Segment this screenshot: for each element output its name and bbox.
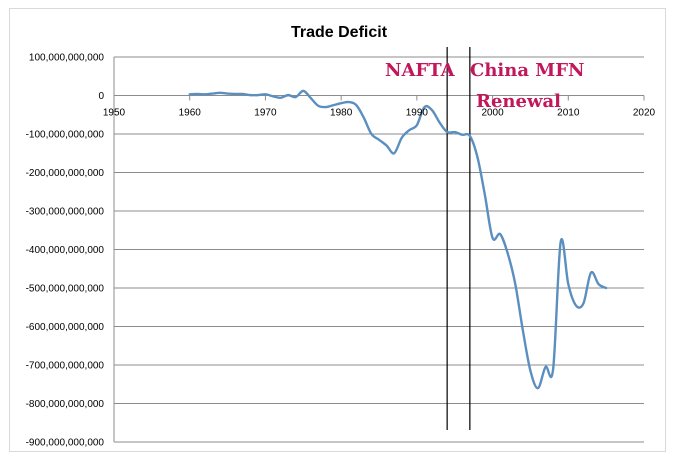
- data-point-0-32: [431, 109, 433, 111]
- y-tick-label-9: -800,000,000,000: [26, 399, 105, 410]
- data-point-0-41: [499, 233, 501, 235]
- data-point-0-34: [446, 131, 448, 133]
- data-point-0-19: [332, 104, 334, 106]
- y-tick-label-2: -100,000,000,000: [26, 130, 105, 141]
- data-point-0-13: [287, 94, 289, 96]
- data-point-0-54: [597, 283, 599, 285]
- data-point-0-30: [416, 124, 418, 126]
- data-point-0-10: [264, 93, 266, 95]
- chart-title: Trade Deficit: [291, 24, 388, 41]
- data-point-0-28: [401, 137, 403, 139]
- data-point-0-12: [279, 97, 281, 99]
- data-point-0-38: [476, 156, 478, 158]
- data-point-0-47: [544, 366, 546, 368]
- y-tick-label-0: 100,000,000,000: [29, 53, 105, 64]
- data-point-0-21: [348, 101, 350, 103]
- series-line-0: [188, 89, 608, 390]
- data-point-0-52: [582, 302, 584, 304]
- y-tick-label-6: -500,000,000,000: [26, 284, 105, 295]
- data-point-0-53: [590, 271, 592, 273]
- data-point-0-50: [567, 283, 569, 285]
- data-point-0-29: [408, 129, 410, 131]
- data-point-0-27: [393, 152, 395, 154]
- x-tick-label-7: 2020: [633, 108, 656, 119]
- data-point-0-4: [219, 92, 221, 94]
- data-point-0-51: [575, 304, 577, 306]
- data-point-0-22: [355, 104, 357, 106]
- data-point-0-49: [560, 241, 562, 243]
- data-point-0-11: [272, 95, 274, 97]
- data-point-0-7: [242, 93, 244, 95]
- data-point-0-35: [454, 131, 456, 133]
- data-point-0-15: [302, 90, 304, 92]
- annotation-renewal: Renewal: [476, 91, 561, 112]
- data-point-0-5: [226, 92, 228, 94]
- y-tick-label-1: 0: [98, 91, 104, 102]
- data-point-0-0: [189, 93, 191, 95]
- data-point-0-43: [514, 283, 516, 285]
- data-point-0-1: [196, 93, 198, 95]
- data-point-0-26: [385, 144, 387, 146]
- data-point-0-23: [363, 117, 365, 119]
- data-point-0-9: [257, 94, 259, 96]
- data-point-0-18: [325, 106, 327, 108]
- series-layer: [188, 89, 608, 390]
- reference-lines: [446, 47, 471, 430]
- axes: [113, 57, 645, 442]
- data-point-0-2: [204, 93, 206, 95]
- x-tick-label-0: 1950: [103, 108, 126, 119]
- data-point-0-48: [552, 368, 554, 370]
- data-point-0-3: [211, 92, 213, 94]
- data-point-0-20: [340, 102, 342, 104]
- data-point-0-42: [507, 252, 509, 254]
- data-point-0-33: [438, 121, 440, 123]
- y-tick-label-10: -900,000,000,000: [26, 438, 105, 449]
- data-point-0-46: [537, 387, 539, 389]
- y-tick-label-3: -200,000,000,000: [26, 168, 105, 179]
- data-point-0-45: [529, 370, 531, 372]
- data-point-0-16: [310, 97, 312, 99]
- x-tick-label-3: 1980: [330, 108, 353, 119]
- data-point-0-40: [491, 237, 493, 239]
- y-tick-label-4: -300,000,000,000: [26, 207, 105, 218]
- data-point-0-37: [469, 135, 471, 137]
- data-point-0-25: [378, 139, 380, 141]
- data-point-0-39: [484, 194, 486, 196]
- data-point-0-55: [605, 287, 607, 289]
- y-tick-label-8: -700,000,000,000: [26, 361, 105, 372]
- chart-frame: [9, 8, 666, 452]
- data-point-0-24: [370, 133, 372, 135]
- y-tick-label-5: -400,000,000,000: [26, 245, 105, 256]
- annotation-china-mfn: China MFN: [470, 60, 584, 81]
- data-point-0-6: [234, 93, 236, 95]
- x-tick-label-1: 1960: [179, 108, 202, 119]
- y-tick-label-7: -600,000,000,000: [26, 322, 105, 333]
- x-tick-label-4: 1990: [406, 108, 429, 119]
- tick-labels: 100,000,000,000 0 -100,000,000,000 -200,000…: [26, 53, 656, 449]
- x-tick-label-2: 1970: [254, 108, 277, 119]
- data-point-0-8: [249, 94, 251, 96]
- data-point-0-44: [522, 329, 524, 331]
- x-tick-label-5: 2000: [481, 108, 504, 119]
- x-tick-label-6: 2010: [557, 108, 580, 119]
- data-point-0-14: [295, 96, 297, 98]
- data-point-0-36: [461, 134, 463, 136]
- data-point-0-17: [317, 105, 319, 107]
- annotation-nafta: NAFTA: [385, 60, 456, 81]
